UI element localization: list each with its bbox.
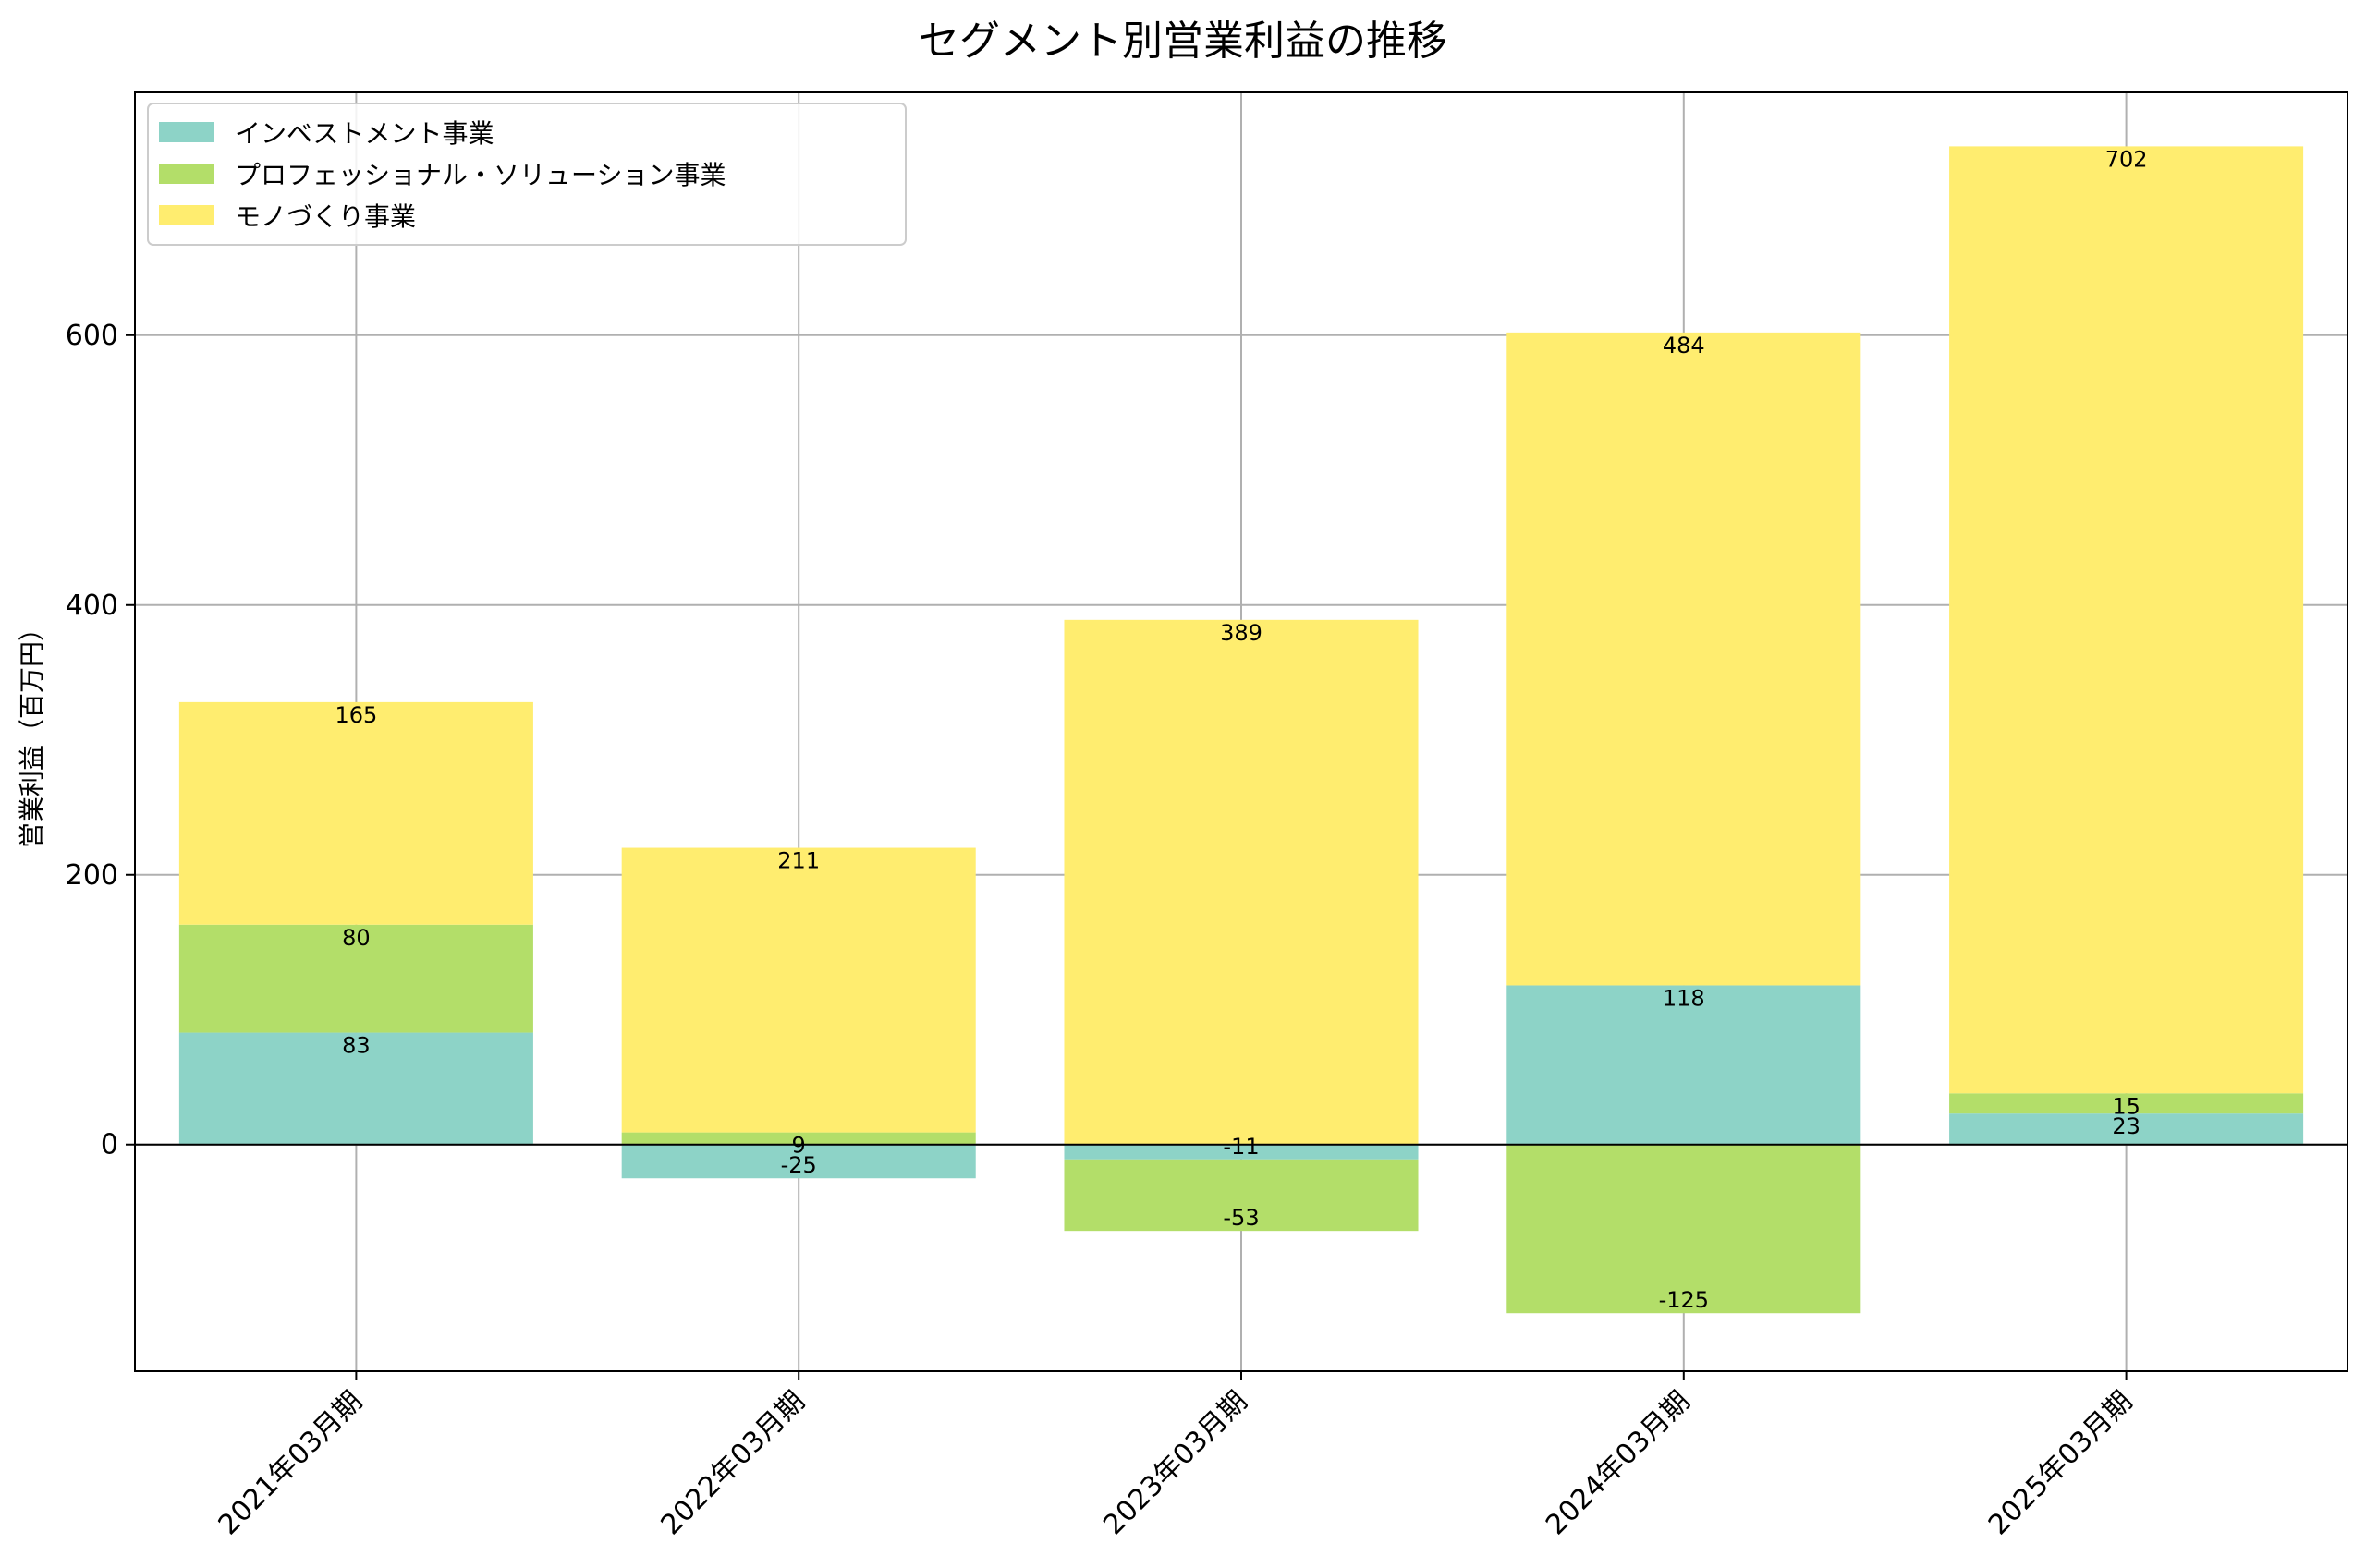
bar-segment <box>621 1132 976 1145</box>
bar-value-label: -125 <box>1659 1287 1709 1313</box>
bar-segment <box>1506 985 1861 1145</box>
bar-segment <box>178 924 533 1033</box>
bar-segment <box>621 1144 976 1179</box>
chart-title: セグメント別営業利益の推移 <box>919 18 1447 65</box>
bar-segment <box>621 847 976 1133</box>
y-axis-label: 営業利益（百万円） <box>17 615 47 848</box>
legend-swatch <box>159 122 214 142</box>
bar-segment <box>1064 1159 1419 1232</box>
bar-value-label: 165 <box>335 702 377 728</box>
legend-box <box>147 103 907 246</box>
bar-value-label: 211 <box>777 848 820 874</box>
x-tick-label: 2024年03月期 <box>1540 1385 1696 1541</box>
bars <box>178 146 2304 1314</box>
x-tick-label: 2025年03月期 <box>1982 1385 2139 1541</box>
bar-value-label: 702 <box>2105 146 2148 172</box>
y-tick-label: 400 <box>66 590 118 622</box>
bar-value-label: 484 <box>1663 333 1705 359</box>
bar-segment <box>1949 1093 2304 1114</box>
bar-segment <box>1064 619 1419 1145</box>
bar-value-label: -25 <box>781 1152 817 1178</box>
bar-value-label: 118 <box>1663 985 1705 1011</box>
bar-labels: 83 -25 -11 118 23 80 9 -53 -125 15 165 211 389 484 702 <box>335 146 2147 1313</box>
bar-segment <box>1506 332 1861 986</box>
bar-value-label: -11 <box>1223 1134 1259 1160</box>
bar-value-label: 389 <box>1220 620 1262 646</box>
legend-entry: モノづくり事業 <box>235 201 416 232</box>
bar-segment <box>178 1032 533 1145</box>
bar-segment <box>178 701 533 925</box>
bar-segment <box>1949 1113 2304 1145</box>
legend-entry: インベストメント事業 <box>235 118 494 149</box>
bar-value-label: -53 <box>1223 1205 1259 1231</box>
legend-swatch <box>159 205 214 225</box>
legend-entry: プロフェッショナル・ソリューション事業 <box>235 160 726 190</box>
bar-value-label: 80 <box>342 925 371 951</box>
y-tick-label: 0 <box>101 1129 118 1161</box>
x-tick-label: 2023年03月期 <box>1097 1385 1253 1541</box>
bar-value-label: 23 <box>2112 1113 2140 1139</box>
y-tick-label: 600 <box>66 320 118 352</box>
x-tick-label: 2021年03月期 <box>213 1385 369 1541</box>
bar-segment <box>1949 146 2304 1094</box>
x-tick-label: 2022年03月期 <box>654 1385 811 1541</box>
bar-value-label: 9 <box>792 1133 806 1159</box>
legend-swatch <box>159 164 214 184</box>
bar-value-label: 83 <box>342 1033 371 1059</box>
bar-segment <box>1506 1144 1861 1314</box>
bar-value-label: 15 <box>2112 1093 2140 1119</box>
bar-segment <box>1064 1144 1419 1160</box>
y-tick-label: 200 <box>66 859 118 892</box>
